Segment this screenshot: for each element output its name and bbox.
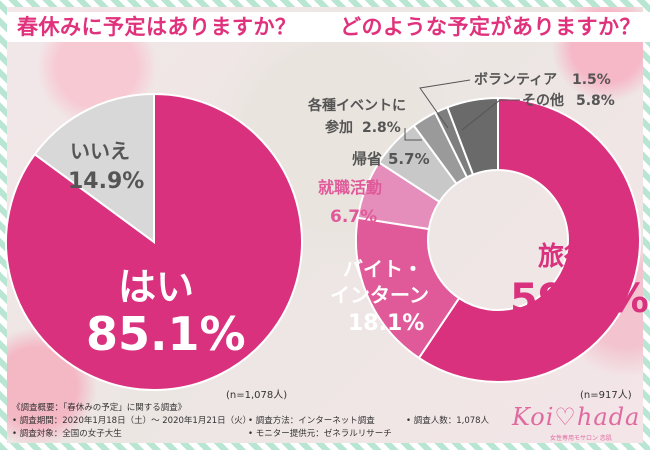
- leader-line-other: [461, 99, 520, 131]
- label-yes-name: はい: [118, 265, 194, 309]
- footer-target: • 調査対象：全国の女子大生: [12, 429, 122, 439]
- footer-provider: • モニター提供元：ゼネラルリサーチ: [248, 429, 392, 439]
- label-travel-name: 旅行: [538, 241, 590, 272]
- label-yes-value: 85.1%: [86, 307, 246, 361]
- label-baito-name-line2: インターン: [330, 283, 429, 307]
- label-volunteer-name: ボランティア: [474, 72, 557, 88]
- label-volunteer-value: 1.5%: [572, 72, 611, 88]
- label-event-name-line2: 参加: [325, 119, 353, 136]
- label-kisei-name: 帰省: [352, 150, 382, 168]
- right-n-label: (n=917人): [580, 389, 632, 401]
- slice-1: [33, 92, 155, 244]
- footer-period: • 調査期間：2020年1月18日（土）～ 2020年1月21日（火）: [12, 416, 252, 426]
- donut-chart-right: [355, 96, 641, 383]
- label-shushoku-value: 6.7%: [330, 207, 377, 227]
- label-other-name: その他: [522, 92, 564, 109]
- logo-wordmark: Koi♡hada: [512, 403, 641, 431]
- footer-count: • 調査人数：1,078人: [406, 416, 490, 426]
- slice-1: [355, 216, 461, 360]
- leader-line-event: [404, 128, 422, 141]
- label-event-value: 2.8%: [362, 120, 401, 136]
- label-no-name: いいえ: [70, 139, 130, 163]
- label-no-value: 14.9%: [68, 169, 144, 194]
- label-other-value: 5.8%: [576, 93, 615, 109]
- leader-line-volunteer: [419, 79, 471, 129]
- label-event-name-line1: 各種イベントに: [307, 97, 406, 114]
- label-baito-value: 18.1%: [348, 311, 424, 336]
- left-chart-title: 春休みに予定はありますか？: [7, 12, 333, 42]
- pie-chart-left: [5, 92, 303, 391]
- label-travel-value: 59.4%: [510, 276, 649, 322]
- footer-method: • 調査方法：インターネット調査: [248, 416, 375, 426]
- left-n-label: (n=1,078人): [226, 389, 287, 401]
- slice-6: [446, 96, 499, 176]
- label-shushoku-name: 就職活動: [318, 178, 382, 197]
- koihada-logo: Koi♡hada 女性専用モサロン 恋肌: [512, 403, 641, 443]
- footer-overview: 《調査概要：「春休みの予定」に関する調査》: [12, 403, 187, 413]
- label-baito-name-line1: バイト・: [343, 257, 423, 281]
- logo-subtitle: 女性専用モサロン 恋肌: [550, 435, 612, 442]
- slice-0: [417, 96, 641, 383]
- label-kisei-value: 5.7%: [388, 150, 430, 168]
- right-chart-title: どのような予定がありますか？: [330, 12, 650, 42]
- leader-lines: [404, 79, 520, 141]
